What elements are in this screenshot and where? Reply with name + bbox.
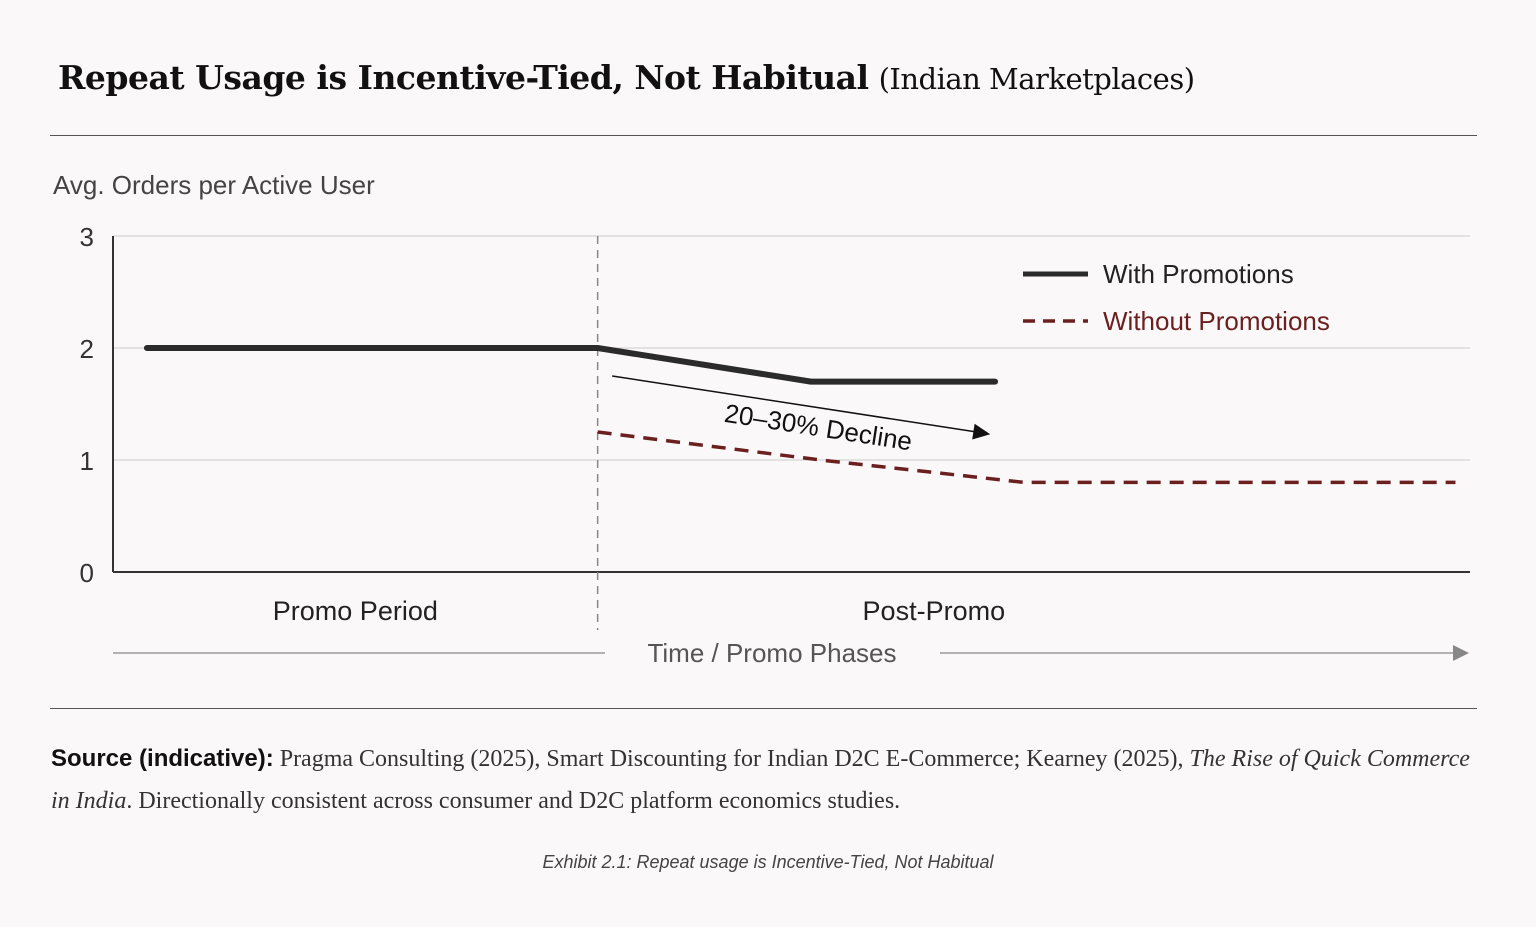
chart-title: Repeat Usage is Incentive-Tied, Not Habi… xyxy=(58,58,1195,97)
source-text-end: . Directionally consistent across consum… xyxy=(126,788,901,814)
bottom-divider xyxy=(50,708,1477,709)
x-axis-label: Time / Promo Phases xyxy=(647,638,896,668)
annotation-label: 20–30% Decline xyxy=(723,398,915,456)
legend-label: With Promotions xyxy=(1103,259,1294,289)
source-label: Source (indicative): xyxy=(51,745,274,772)
top-divider xyxy=(50,135,1477,136)
source-italic-title: The Rise of Quick Commerce in India xyxy=(51,746,1470,814)
y-tick-label: 3 xyxy=(80,222,94,252)
arrow-right-icon xyxy=(1453,645,1469,661)
series-line-1 xyxy=(143,345,999,385)
source-text: Pragma Consulting (2025), Smart Discount… xyxy=(273,746,1190,772)
y-tick-label: 1 xyxy=(80,446,94,476)
line-chart: Avg. Orders per Active User 0 1 2 3 Promo Per… xyxy=(53,170,1470,668)
exhibit-caption: Exhibit 2.1: Repeat usage is Incentive-T… xyxy=(542,852,994,872)
y-tick-label: 0 xyxy=(80,558,94,588)
annotation-arrow xyxy=(612,375,979,433)
arrowhead-icon xyxy=(972,423,991,440)
phase-label: Post-Promo xyxy=(863,596,1006,626)
series-line-2 xyxy=(597,430,1456,485)
phase-label: Promo Period xyxy=(273,596,438,626)
title-main: Repeat Usage is Incentive-Tied, Not Habi… xyxy=(58,58,869,97)
y-axis-label: Avg. Orders per Active User xyxy=(53,170,375,200)
source-note: Source (indicative): Pragma Consulting (… xyxy=(51,738,1471,822)
legend-label: Without Promotions xyxy=(1103,306,1330,336)
y-tick-label: 2 xyxy=(80,334,94,364)
title-sub: (Indian Marketplaces) xyxy=(878,62,1195,96)
